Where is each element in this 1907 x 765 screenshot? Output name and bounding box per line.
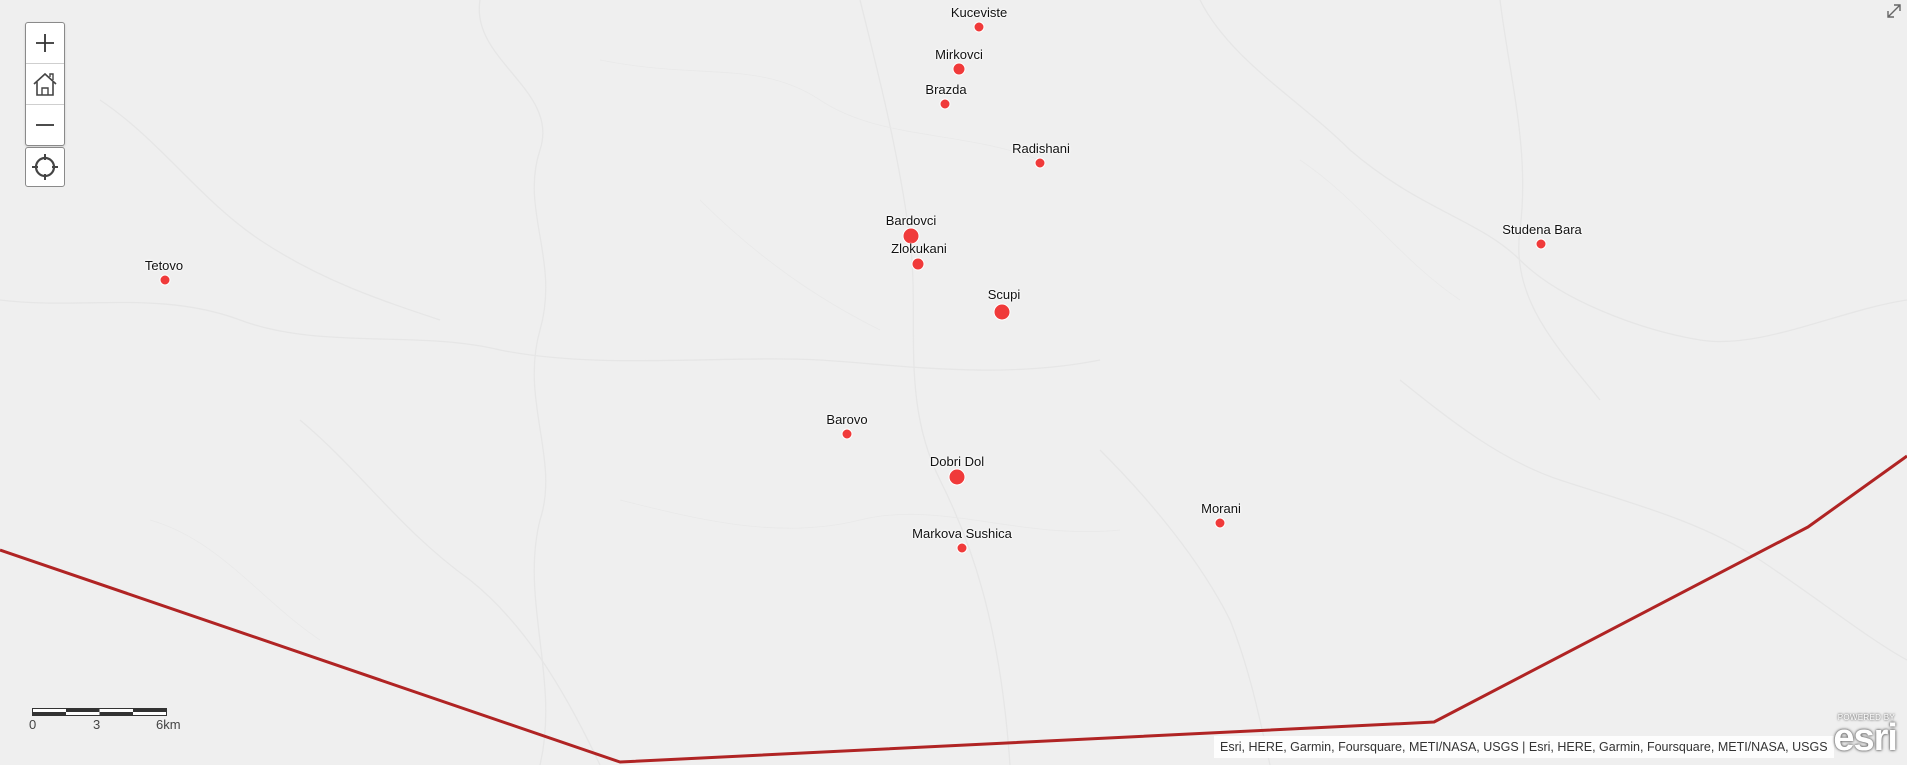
place-marker[interactable] [973,21,985,33]
attribution[interactable]: Esri, HERE, Garmin, Foursquare, METI/NAS… [1214,736,1834,758]
place-marker[interactable] [902,227,920,245]
place-marker[interactable] [939,98,951,110]
zoom-controls [25,22,65,146]
place-marker[interactable] [952,62,966,76]
place-label[interactable]: Kuceviste [950,5,1008,20]
scale-label-6km: 6km [156,717,181,732]
place-label[interactable]: Morani [1201,501,1241,516]
scale-label-0: 0 [29,717,37,732]
place-label[interactable]: Mirkovci [935,47,983,62]
place-marker[interactable] [993,303,1011,321]
place-marker[interactable] [1214,517,1226,529]
place-marker[interactable] [1034,157,1046,169]
place-label[interactable]: Tetovo [144,258,184,273]
place-label[interactable]: Dobri Dol [929,454,985,469]
scale-bar: 0 3 6km [29,705,181,732]
crosshair-icon [32,154,58,180]
place-marker[interactable] [911,257,925,271]
place-label[interactable]: Zlokukani [891,241,947,256]
place-label[interactable]: Studena Bara [1502,222,1582,237]
zoom-out-button[interactable] [26,104,64,145]
place-label[interactable]: Radishani [1012,141,1070,156]
place-label[interactable]: Bardovci [885,213,937,228]
locate-button[interactable] [25,147,65,187]
esri-logo: POWERED BY esri [1823,711,1898,759]
place-label[interactable]: Scupi [987,287,1021,302]
esri-logo-brand: esri [1833,717,1898,759]
minus-icon [36,124,54,126]
home-icon [33,72,57,96]
zoom-in-button[interactable] [26,23,64,63]
place-label[interactable]: Brazda [925,82,967,97]
scale-bar-graphic [32,708,167,716]
expand-icon[interactable] [1885,2,1903,20]
place-marker[interactable] [956,542,968,554]
place-marker[interactable] [948,468,966,486]
esri-logo-top: POWERED BY [1837,713,1895,722]
place-label[interactable]: Markova Sushica [912,526,1012,541]
place-marker[interactable] [841,428,853,440]
place-label[interactable]: Barovo [826,412,868,427]
boundary-line [0,454,1907,764]
place-marker[interactable] [159,274,171,286]
scale-label-3: 3 [93,717,101,732]
home-button[interactable] [26,63,64,104]
basemap-label [325,44,328,58]
place-marker[interactable] [1535,238,1547,250]
plus-icon [36,34,54,52]
